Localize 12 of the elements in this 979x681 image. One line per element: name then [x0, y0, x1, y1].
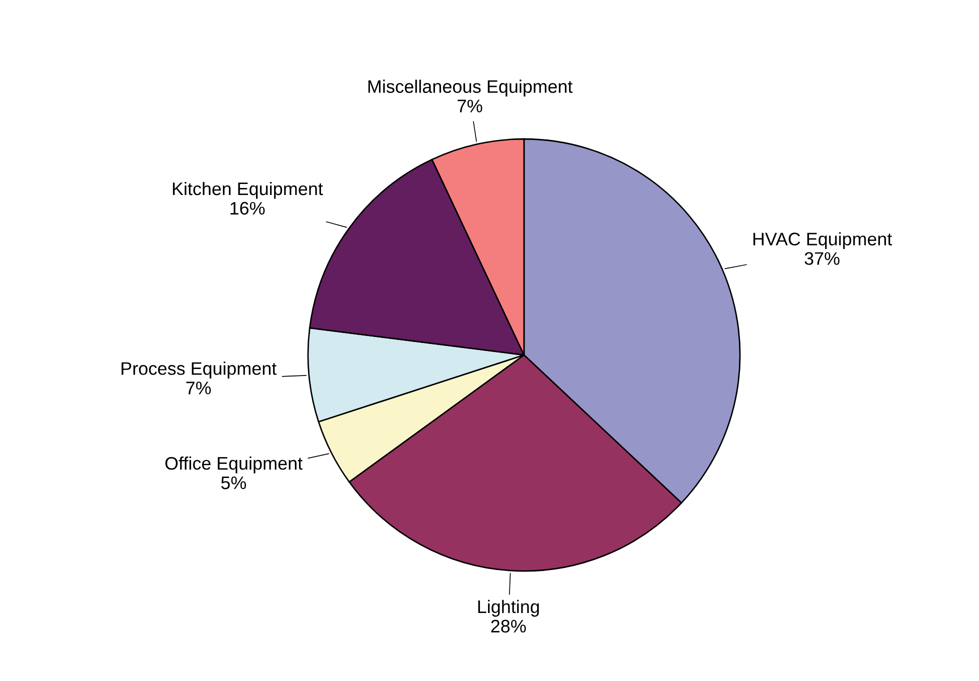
slice-label: Kitchen Equipment	[172, 182, 323, 199]
data-label: 5%	[221, 476, 246, 490]
slice-label: HVAC Equipment	[753, 232, 892, 250]
data-label: 28%	[491, 620, 526, 633]
data-label: 16%	[230, 202, 265, 215]
slice-label: Miscellaneous Equipment	[368, 80, 573, 97]
data-label: 37%	[804, 252, 840, 265]
data-label: 7%	[458, 100, 482, 112]
slice-label: Process Equipment	[122, 362, 277, 378]
slice-label: Office Equipment	[165, 456, 303, 474]
data-label: 7%	[186, 382, 211, 394]
slice-label: Lighting	[478, 600, 539, 617]
